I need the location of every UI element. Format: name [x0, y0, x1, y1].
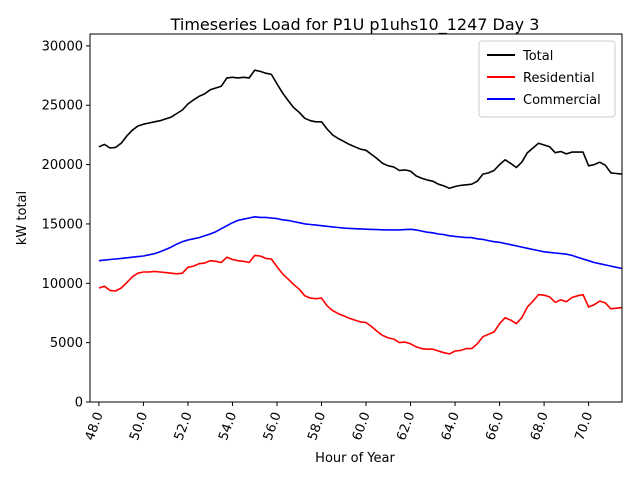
y-tick-label: 0	[75, 396, 83, 411]
y-axis-title: kW total	[15, 191, 30, 245]
y-tick-label: 20000	[42, 158, 83, 173]
series-line-total	[98, 69, 623, 190]
y-tick-label: 15000	[42, 217, 83, 232]
legend-label-residential: Residential	[523, 71, 595, 86]
series-line-residential	[98, 254, 623, 355]
plot-frame	[89, 33, 623, 403]
series-layer	[98, 69, 623, 355]
legend-label-total: Total	[522, 49, 553, 64]
y-axis: 0 5000 10000 15000 20000 25000 30000	[42, 39, 90, 411]
y-tick-label: 25000	[42, 99, 83, 114]
series-line-commercial	[98, 216, 623, 270]
y-tick-label: 30000	[42, 39, 83, 54]
x-axis-title: Hour of Year	[315, 451, 395, 466]
y-tick-label: 10000	[42, 277, 83, 292]
legend: Total Residential Commercial	[478, 40, 616, 118]
legend-label-commercial: Commercial	[523, 93, 601, 108]
chart-title: Timeseries Load for P1U p1uhs10_1247 Day…	[170, 15, 540, 35]
y-tick-label: 5000	[50, 336, 83, 351]
